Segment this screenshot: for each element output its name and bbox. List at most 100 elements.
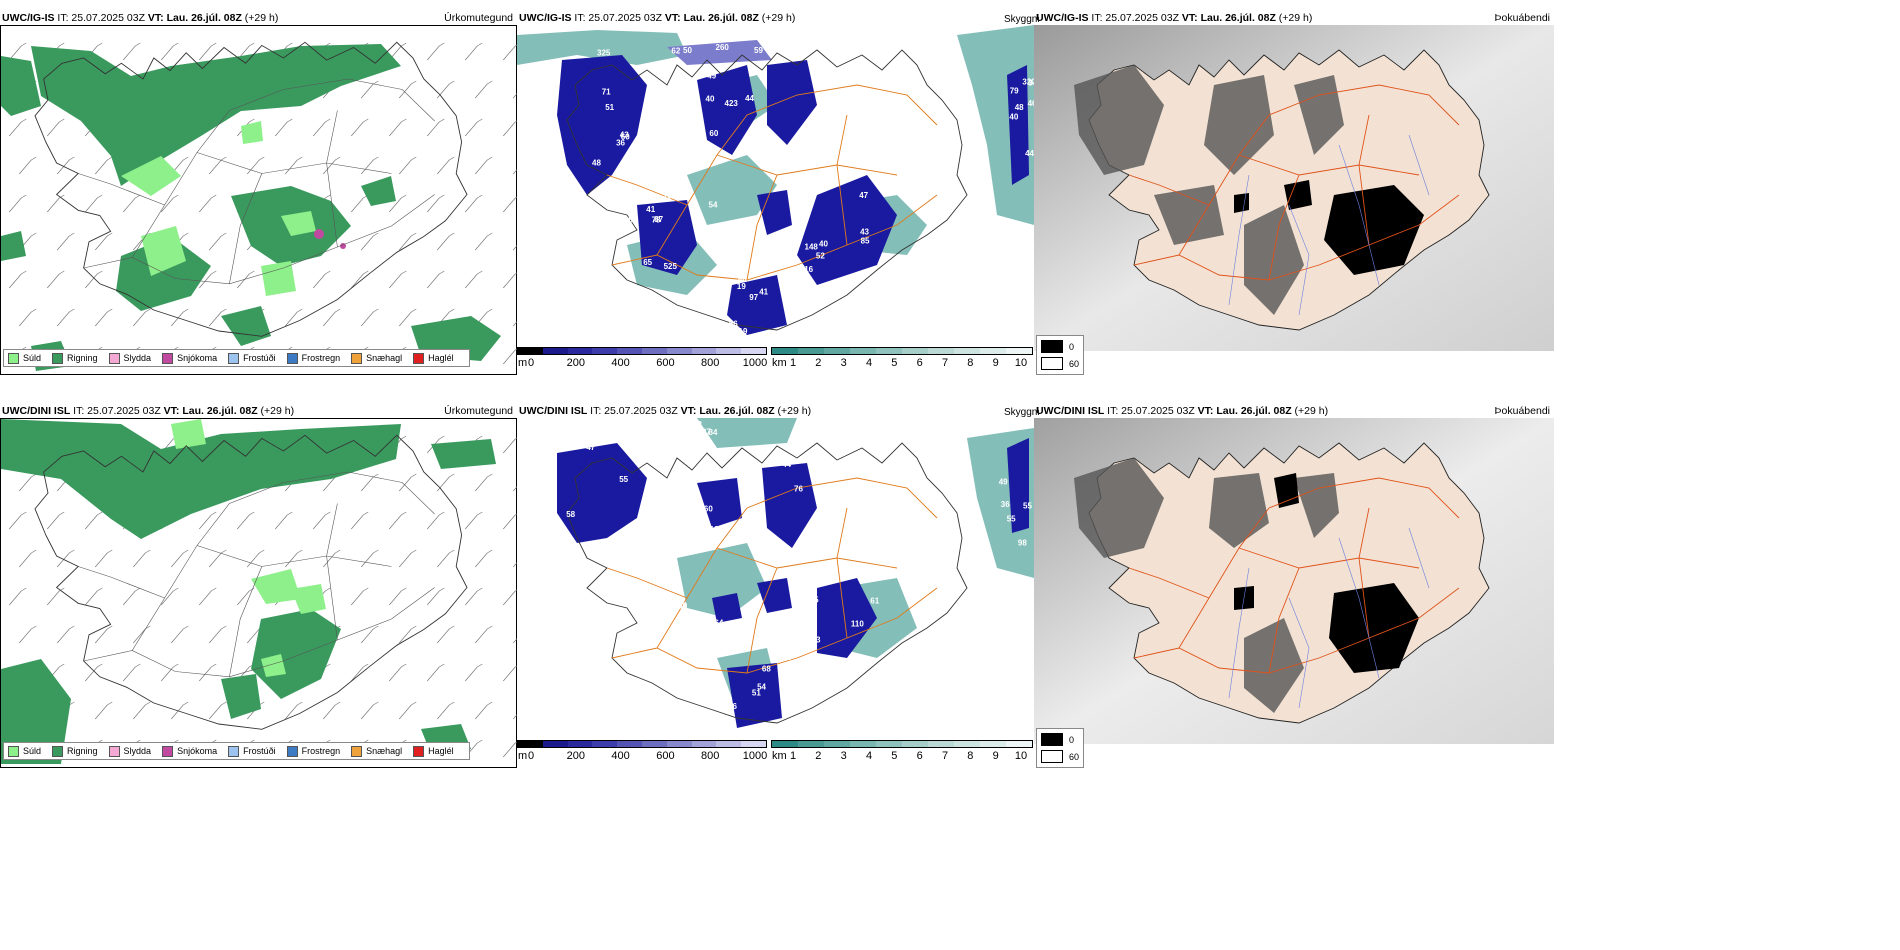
fog-core xyxy=(1234,180,1424,275)
visibility-value-label: 19 xyxy=(737,282,746,291)
legend-swatch xyxy=(228,745,240,757)
colorbar-tick: 200 xyxy=(566,750,585,762)
legend-label: Snæhagl xyxy=(366,353,403,363)
iceland-coastline xyxy=(566,49,968,331)
colorbar-tick: 9 xyxy=(992,750,999,762)
fog-legend: 0 60 xyxy=(1036,335,1084,375)
road-network xyxy=(78,471,435,678)
valid-time: Lau. 26.júl. 08Z xyxy=(166,12,242,24)
colorbar-tick: 7 xyxy=(941,750,949,762)
precip-legend-item: Frostúði xyxy=(228,745,276,757)
panel-header: UWC/DINI ISL IT: 25.07.2025 03Z VT: Lau.… xyxy=(1036,405,1328,417)
visibility-value-label: 182 xyxy=(646,542,660,551)
colorbar-tick: 10 xyxy=(1014,750,1028,762)
model-name: UWC/IG-IS xyxy=(519,12,572,24)
visibility-value-label: 519 xyxy=(734,327,748,336)
visibility-value-label: 89 xyxy=(770,139,779,148)
cloud-colorbar: km 1 2 3 4 5 6 7 8 9 10 xyxy=(771,740,1033,766)
legend-swatch xyxy=(286,745,298,757)
visibility-value-label: 87 xyxy=(654,215,663,224)
visibility-value-label: 48 xyxy=(1015,103,1024,112)
visibility-value-label: 45 xyxy=(774,653,783,662)
visibility-value-label: 45 xyxy=(661,662,670,671)
visibility-value-label: 320 xyxy=(1022,78,1034,87)
model-name: UWC/IG-IS xyxy=(2,12,55,24)
fog-legend-item: 0 xyxy=(1041,733,1083,746)
legend-label: 0 xyxy=(1069,341,1075,352)
visibility-value-label: 44 xyxy=(745,94,754,103)
precip-map xyxy=(0,25,517,375)
legend-swatch xyxy=(1041,340,1063,353)
visibility-value-label: 64 xyxy=(714,619,723,628)
fog-map-svg xyxy=(1034,25,1554,351)
visibility-value-label: 525 xyxy=(664,262,678,271)
visibility-value-label: 52 xyxy=(693,420,702,429)
legend-label: Snjókoma xyxy=(177,746,218,756)
colorbar-tick: 600 xyxy=(656,357,675,369)
visibility-value-label: 76 xyxy=(794,485,803,494)
visibility-value-label: 50 xyxy=(683,46,692,55)
fog-legend-item: 0 xyxy=(1041,340,1083,353)
visibility-value-label: 55 xyxy=(619,475,628,484)
precip-legend-item: Snjókoma xyxy=(162,352,217,364)
legend-swatch xyxy=(228,352,240,364)
visibility-value-label: 85 xyxy=(861,237,870,246)
height-colorbar-bar xyxy=(517,347,767,355)
colorbar-tick: 4 xyxy=(865,750,873,762)
precip-legend-item: Haglél xyxy=(413,352,454,364)
height-colorbar: m 0 200 400 600 800 1000 xyxy=(517,347,767,373)
legend-swatch xyxy=(162,745,174,757)
colorbar-tick: 10 xyxy=(1014,357,1028,369)
iceland-coastline xyxy=(34,434,468,730)
visibility-value-label: 97 xyxy=(749,293,758,302)
colorbar-tick: 8 xyxy=(967,750,974,762)
valid-time-label: VT: xyxy=(163,405,180,417)
visibility-value-label: 80 xyxy=(702,152,711,161)
visibility-value-label: 57 xyxy=(632,557,641,566)
precip-areas xyxy=(1,419,496,764)
visibility-map: 47 44 64 51 110 58 49 55 60 59 54 55 52 55 53 79 44 45 61 3… xyxy=(517,418,1034,744)
visibility-value-label: 62 xyxy=(671,47,680,56)
height-unit: m xyxy=(518,357,528,369)
colorbar-tick: 5 xyxy=(891,357,898,369)
visibility-cells xyxy=(557,438,1029,728)
lead-time: (+29 h) xyxy=(761,12,796,24)
visibility-value-label: 53 xyxy=(812,635,821,644)
legend-label: 60 xyxy=(1069,751,1080,762)
legend-swatch xyxy=(8,745,19,757)
lead-time: (+29 h) xyxy=(777,405,812,417)
visibility-value-label: 36 xyxy=(616,139,625,148)
visibility-value-label: 60 xyxy=(708,30,717,39)
visibility-value-label: 49 xyxy=(707,71,716,80)
visibility-value-label: 43 xyxy=(860,228,869,237)
legend-swatch xyxy=(108,745,120,757)
height-colorbar: m 0 200 400 600 800 1000 xyxy=(517,740,767,766)
legend-swatch xyxy=(52,352,64,364)
visibility-value-label: 41 xyxy=(759,287,768,296)
legend-swatch xyxy=(1041,750,1063,763)
legend-label: 0 xyxy=(1069,734,1075,745)
precip-legend-item: Súld xyxy=(8,745,41,757)
lead-time: (+29 h) xyxy=(244,12,279,24)
legend-label: 60 xyxy=(1069,358,1080,369)
init-time: IT: 25.07.2025 03Z xyxy=(574,12,662,24)
visibility-value-label: 59 xyxy=(637,177,646,186)
visibility-value-label: 20 xyxy=(783,653,792,662)
panel-fog-bottom: UWC/DINI ISL IT: 25.07.2025 03Z VT: Lau.… xyxy=(1034,403,1554,768)
visibility-value-label: 52 xyxy=(707,618,716,627)
precip-legend-item: Frostúði xyxy=(228,352,276,364)
valid-time-label: VT: xyxy=(680,405,697,417)
colorbar-tick: 3 xyxy=(840,357,847,369)
visibility-value-label: 819 xyxy=(705,525,719,534)
precip-areas xyxy=(1,44,501,371)
visibility-value-label: 260 xyxy=(716,43,730,52)
visibility-value-label: 41 xyxy=(646,205,655,214)
panel-fog-top: UWC/IG-IS IT: 25.07.2025 03Z VT: Lau. 26… xyxy=(1034,10,1554,375)
legend-label: Frostregn xyxy=(301,746,341,756)
legend-label: Súld xyxy=(23,353,42,363)
precip-legend-item: Rigning xyxy=(52,352,98,364)
panel-header: UWC/DINI ISL IT: 25.07.2025 03Z VT: Lau.… xyxy=(2,405,294,417)
precip-map-svg xyxy=(1,419,517,764)
precip-legend-item: Snjókoma xyxy=(162,745,218,757)
